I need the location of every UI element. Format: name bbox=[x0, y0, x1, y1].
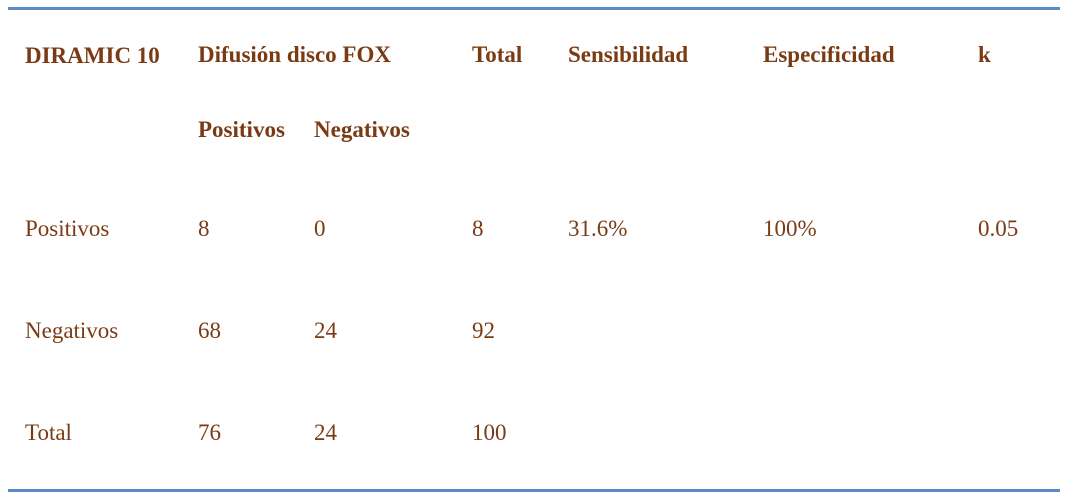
row-positivos-neg: 0 bbox=[314, 216, 326, 241]
header-especificidad: Especificidad bbox=[763, 42, 895, 67]
row-positivos-total: 8 bbox=[472, 216, 484, 241]
row-total-label: Total bbox=[25, 420, 72, 445]
subheader-positivos: Positivos bbox=[198, 117, 285, 142]
header-diramic: DIRAMIC 10 bbox=[25, 43, 160, 68]
row-total-neg: 24 bbox=[314, 420, 337, 445]
row-positivos-label: Positivos bbox=[25, 216, 110, 241]
row-total-pos: 76 bbox=[198, 420, 221, 445]
header-difusion: Difusión disco FOX bbox=[198, 42, 391, 67]
row-negativos-label: Negativos bbox=[25, 318, 119, 343]
header-k: k bbox=[978, 42, 991, 67]
table-bottom-rule bbox=[8, 489, 1060, 492]
row-negativos-total: 92 bbox=[472, 318, 495, 343]
row-positivos-pos: 8 bbox=[198, 216, 210, 241]
row-positivos-k: 0.05 bbox=[978, 216, 1019, 241]
row-positivos-sens: 31.6% bbox=[568, 216, 628, 241]
row-total-total: 100 bbox=[472, 420, 507, 445]
row-negativos-neg: 24 bbox=[314, 318, 337, 343]
row-positivos-espec: 100% bbox=[763, 216, 817, 241]
subheader-negativos: Negativos bbox=[314, 117, 410, 142]
table-top-rule bbox=[8, 7, 1060, 10]
header-total: Total bbox=[472, 42, 523, 67]
header-sensibilidad: Sensibilidad bbox=[568, 42, 689, 67]
row-negativos-pos: 68 bbox=[198, 318, 221, 343]
